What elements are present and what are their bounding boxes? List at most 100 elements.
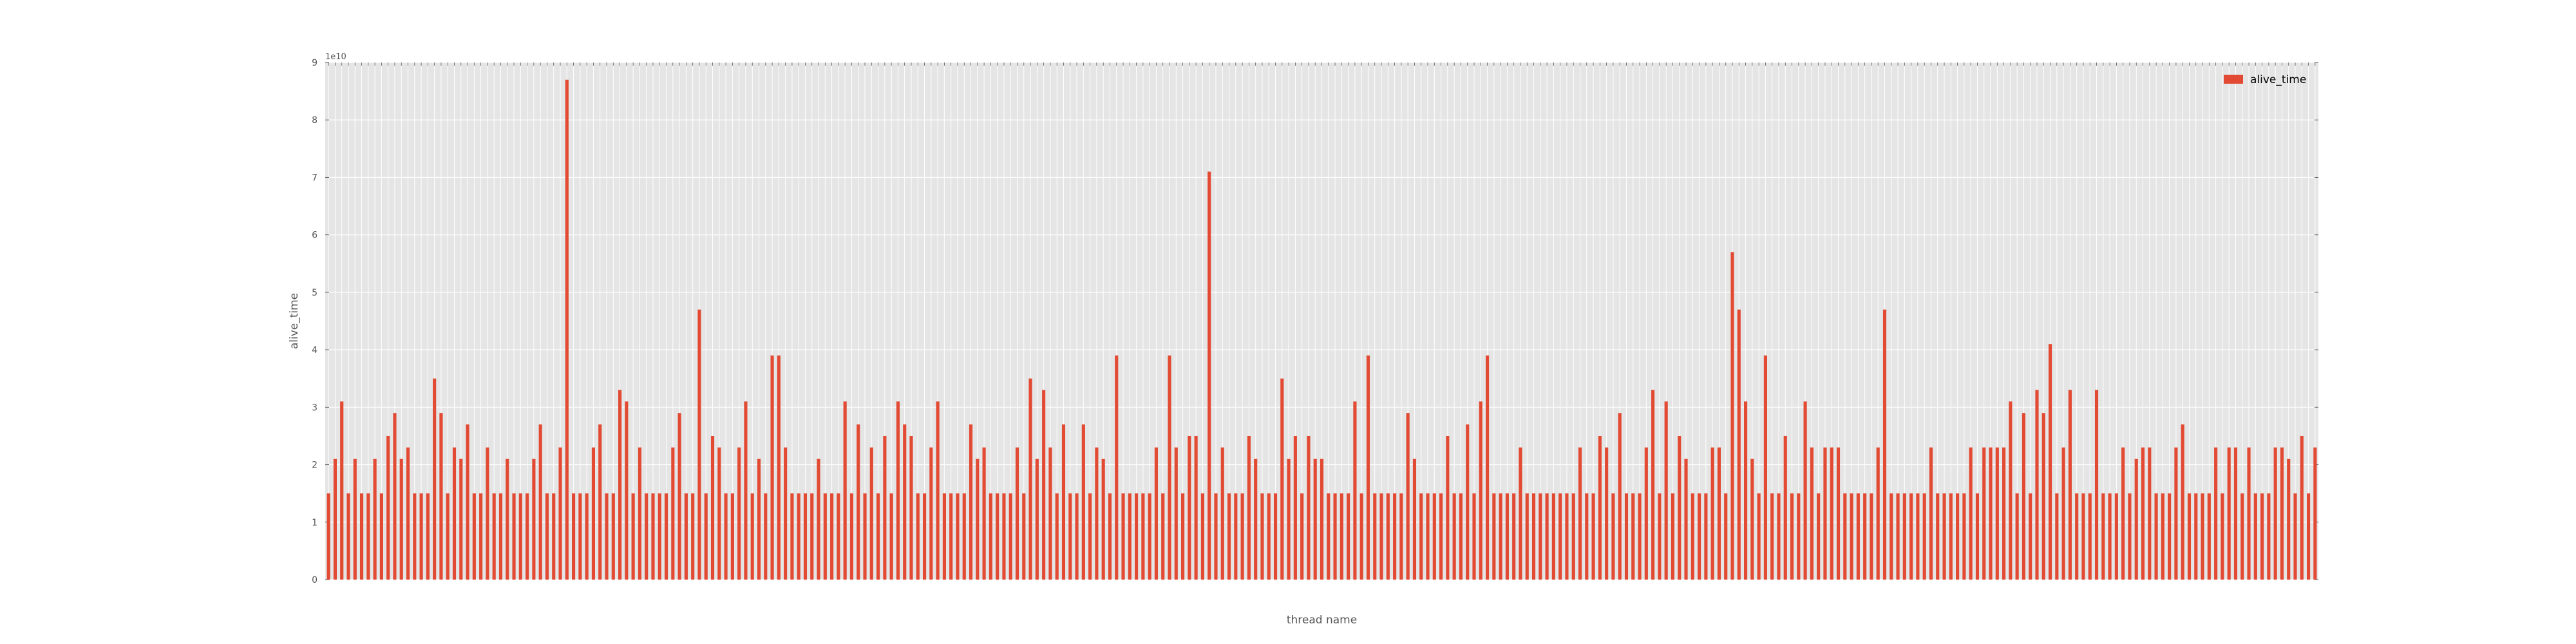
- bar: [1307, 435, 1311, 580]
- bar: [1393, 493, 1397, 580]
- bar: [1505, 493, 1509, 580]
- bar: [552, 493, 556, 580]
- bar: [922, 493, 927, 580]
- bar: [1744, 401, 1748, 580]
- bar: [518, 493, 522, 580]
- bar: [1902, 493, 1906, 580]
- bar: [446, 493, 450, 580]
- y-tick-label: 3: [312, 402, 317, 413]
- bar: [2233, 447, 2238, 580]
- bar: [2240, 493, 2244, 580]
- bar: [750, 493, 754, 580]
- bar: [1095, 447, 1099, 580]
- bar: [1551, 493, 1555, 580]
- bar: [1631, 493, 1635, 580]
- bar: [1347, 493, 1350, 580]
- bar: [1479, 401, 1482, 580]
- bar: [1651, 390, 1655, 580]
- bar: [433, 378, 437, 580]
- bar: [346, 493, 350, 580]
- bar: [916, 493, 920, 580]
- bar: [996, 493, 999, 580]
- bar: [1882, 309, 1887, 580]
- bar: [1698, 493, 1701, 580]
- bar: [492, 493, 496, 580]
- bar: [2002, 447, 2006, 580]
- bar: [1823, 447, 1827, 580]
- bar: [1028, 378, 1032, 580]
- bar: [2134, 459, 2138, 580]
- y-tick-label: 2: [312, 460, 317, 471]
- bar: [1015, 447, 1019, 580]
- bar: [757, 459, 761, 580]
- bar: [2048, 344, 2052, 580]
- bar: [889, 493, 893, 580]
- bar: [1466, 424, 1470, 580]
- bar: [353, 459, 357, 580]
- bar: [1638, 493, 1642, 580]
- bar: [797, 493, 800, 580]
- bar: [704, 493, 708, 580]
- bar: [479, 493, 483, 580]
- bar: [909, 435, 913, 580]
- bar: [982, 447, 986, 580]
- bar: [1942, 493, 1946, 580]
- bar: [2141, 447, 2145, 580]
- bar: [1419, 493, 1423, 580]
- bar: [1115, 355, 1119, 580]
- bar: [1048, 447, 1052, 580]
- bar: [730, 493, 734, 580]
- bar: [724, 493, 728, 580]
- bar: [572, 493, 576, 580]
- legend-swatch: [2224, 75, 2243, 84]
- bar: [2273, 447, 2277, 580]
- bar: [2081, 493, 2085, 580]
- bar: [1678, 435, 1681, 580]
- bar: [1916, 493, 1920, 580]
- y-tick-label: 9: [312, 58, 317, 68]
- bar: [1485, 355, 1490, 580]
- bar: [691, 493, 695, 580]
- bar: [830, 493, 834, 580]
- bar: [1757, 493, 1761, 580]
- bar: [1783, 435, 1787, 580]
- bar: [1611, 493, 1615, 580]
- bar: [956, 493, 960, 580]
- bar: [2041, 413, 2045, 580]
- bar: [1194, 435, 1198, 580]
- bar: [472, 493, 476, 580]
- bar: [1492, 493, 1496, 580]
- bar: [1717, 447, 1721, 580]
- bar: [2221, 493, 2224, 580]
- bar: [989, 493, 992, 580]
- bar: [1406, 413, 1410, 580]
- bar: [2280, 447, 2284, 580]
- bar: [486, 447, 489, 580]
- bar: [770, 355, 774, 580]
- bar: [2168, 493, 2172, 580]
- bar: [1340, 493, 1343, 580]
- bar: [1545, 493, 1549, 580]
- bar: [2009, 401, 2012, 580]
- bar: [1287, 459, 1291, 580]
- bar: [2181, 424, 2184, 580]
- bar: [1578, 447, 1582, 580]
- bar: [1333, 493, 1337, 580]
- bar: [1208, 171, 1211, 580]
- bar: [459, 459, 463, 580]
- bar: [1512, 493, 1516, 580]
- bar: [1220, 447, 1224, 580]
- bar: [1353, 401, 1357, 580]
- bar: [1088, 493, 1092, 580]
- bar: [1439, 493, 1443, 580]
- bar: [1671, 493, 1675, 580]
- bar: [1863, 493, 1867, 580]
- bar: [578, 493, 582, 580]
- bar: [1850, 493, 1853, 580]
- y-tick-label: 4: [312, 345, 317, 355]
- bar: [1135, 493, 1139, 580]
- bar: [2114, 493, 2118, 580]
- y-tick-label: 6: [312, 231, 317, 241]
- bar: [1658, 493, 1662, 580]
